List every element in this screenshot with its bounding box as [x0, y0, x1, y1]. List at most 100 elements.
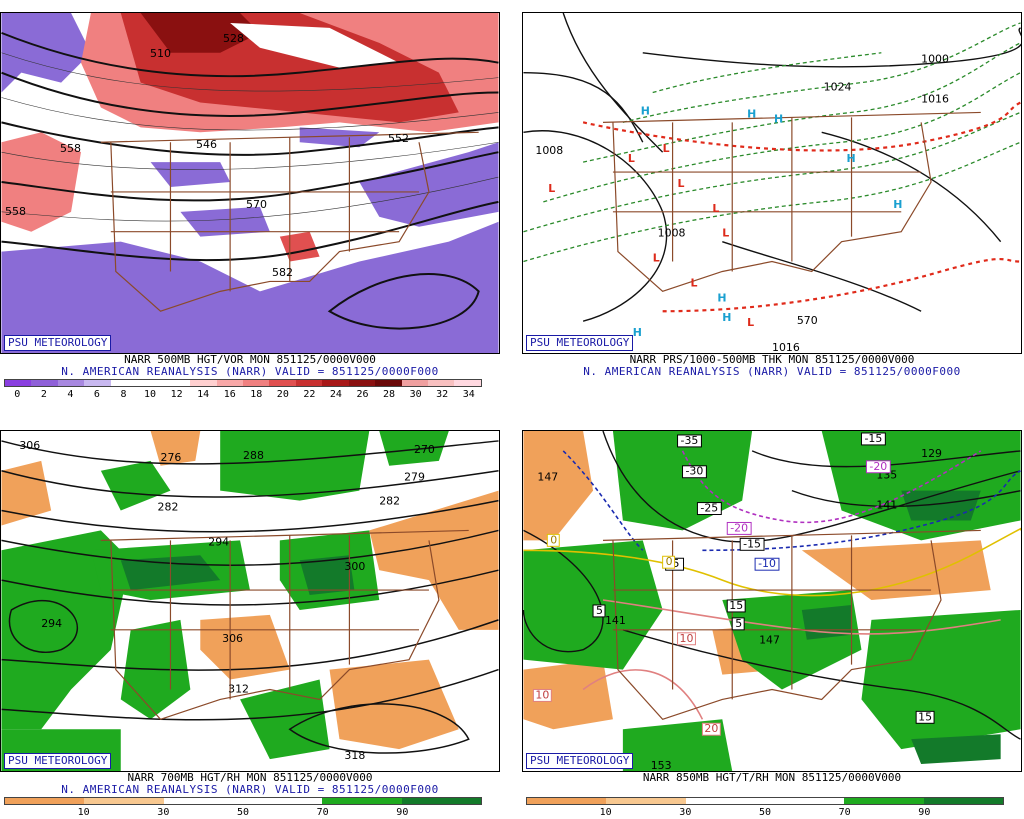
low-pressure-marker: L — [653, 252, 660, 265]
low-pressure-marker: L — [722, 227, 729, 240]
colorbar-tick-label: 32 — [436, 389, 449, 400]
height-label: 270 — [414, 443, 435, 456]
thickness-label: 570 — [797, 314, 818, 327]
pressure-thickness-map-graphic: H H H H H H H H L L L L L L L L L 1008 1… — [523, 13, 1021, 353]
reanalysis-caption: N. AMERICAN REANALYSIS (NARR) VALID = 85… — [583, 365, 961, 378]
isobar-label: 1000 — [921, 53, 949, 66]
isotherm-label: 20 — [701, 722, 721, 736]
isotherm-label: -25 — [696, 502, 722, 516]
colorbar-tick-label: 10 — [599, 807, 612, 818]
colorbar-swatch — [137, 380, 164, 386]
svg-text:-20: -20 — [869, 460, 887, 473]
reanalysis-caption: N. AMERICAN REANALYSIS (NARR) VALID = 85… — [61, 365, 439, 378]
colorbar-swatch — [685, 798, 765, 804]
high-pressure-marker: H — [774, 112, 783, 125]
colorbar-tick-label: 30 — [157, 807, 170, 818]
height-label: 300 — [344, 560, 365, 573]
high-pressure-marker: H — [722, 311, 731, 324]
colorbar-tick-label: 18 — [250, 389, 263, 400]
psu-badge: PSU METEOROLOGY — [526, 335, 634, 351]
height-label: 318 — [344, 749, 365, 762]
colorbar-tick-label: 14 — [197, 389, 210, 400]
colorbar-swatch — [5, 380, 32, 386]
panel-title: NARR 850MB HGT/T/RH MON 851125/0000V000 — [642, 771, 902, 784]
height-label: 279 — [404, 471, 425, 484]
isobar-label: 1016 — [772, 341, 800, 353]
rh700-map: 306 276 288 270 279 282 282 294 300 294 … — [0, 430, 500, 772]
colorbar-swatch — [322, 380, 349, 386]
colorbar-tick-label: 28 — [383, 389, 396, 400]
colorbar-swatch — [190, 380, 217, 386]
colorbar-swatch — [401, 380, 428, 386]
isotherm-label: -15 — [739, 537, 765, 551]
colorbar-swatch — [163, 798, 243, 804]
colorbar-swatch — [242, 798, 323, 804]
colorbar-tick-label: 70 — [316, 807, 329, 818]
psu-badge: PSU METEOROLOGY — [4, 335, 112, 351]
svg-text:15: 15 — [729, 599, 743, 612]
colorbar-tick-label: 30 — [679, 807, 692, 818]
height-label: 306 — [19, 439, 40, 452]
isotherm-label: -20 — [865, 460, 891, 474]
colorbar-swatch — [269, 380, 296, 386]
colorbar-tick-label: 6 — [93, 389, 100, 400]
height-label: 282 — [158, 501, 179, 514]
svg-text:-25: -25 — [700, 502, 718, 515]
colorbar-tick-label: 50 — [236, 807, 250, 818]
svg-text:15: 15 — [918, 710, 932, 723]
height-label: 294 — [208, 535, 229, 548]
svg-text:-20: -20 — [730, 521, 748, 534]
height-label: 129 — [921, 447, 942, 460]
colorbar-tick-label: 20 — [276, 389, 289, 400]
isotherm-label: 10 — [677, 632, 696, 646]
svg-text:-15: -15 — [743, 537, 761, 550]
colorbar-swatch — [163, 380, 191, 386]
rh-colorbar — [526, 797, 1004, 805]
colorbar-tick-label: 0 — [14, 389, 21, 400]
colorbar-tick-label: 10 — [144, 389, 157, 400]
psu-badge: PSU METEOROLOGY — [4, 753, 112, 769]
high-pressure-marker: H — [847, 152, 856, 165]
isotherm-label: 0 — [662, 555, 676, 569]
svg-text:-35: -35 — [681, 434, 699, 447]
colorbar-tick-label: 90 — [396, 807, 409, 818]
vorticity-map: PSU METEOROLOGY — [0, 12, 500, 354]
height-label: 306 — [222, 632, 243, 645]
isotherm-label: 5 — [592, 604, 606, 618]
isotherm-label: 15 — [915, 710, 935, 724]
svg-text:10: 10 — [680, 632, 694, 645]
isobar-label: 1024 — [824, 81, 852, 94]
colorbar-swatch — [322, 798, 402, 804]
rh-colorbar-ticks: 10 30 50 70 90 — [4, 807, 482, 819]
rh-colorbar — [4, 797, 482, 805]
colorbar-tick-label: 90 — [918, 807, 931, 818]
colorbar-swatch — [295, 380, 323, 386]
isotherm-label: -20 — [726, 521, 752, 535]
colorbar-swatch — [454, 380, 481, 386]
colorbar-swatch — [242, 380, 270, 386]
colorbar-swatch — [84, 380, 111, 386]
t850-map-graphic: 147 135 129 141 141 147 153 -35 -30 — [523, 431, 1021, 771]
psu-badge: PSU METEOROLOGY — [526, 753, 634, 769]
svg-text:0: 0 — [666, 555, 673, 568]
svg-text:20: 20 — [704, 722, 718, 735]
colorbar-swatch — [401, 798, 481, 804]
colorbar-tick-label: 8 — [120, 389, 127, 400]
colorbar-tick-label: 12 — [170, 389, 183, 400]
panel-title: NARR PRS/1000-500MB THK MON 851125/0000V… — [629, 353, 915, 366]
high-pressure-marker: H — [893, 198, 902, 211]
colorbar-tick-label: 30 — [409, 389, 422, 400]
isobar-label: 1016 — [921, 92, 949, 105]
colorbar-swatch — [57, 380, 85, 386]
isotherm-label: -10 — [754, 557, 780, 571]
isobar-label: 1008 — [535, 144, 563, 157]
colorbar-swatch — [84, 798, 164, 804]
isotherm-label: 5 — [731, 617, 745, 631]
colorbar-swatch — [348, 380, 376, 386]
panel-pressure-thickness: H H H H H H H H L L L L L L L L L 1008 1… — [522, 0, 1022, 401]
low-pressure-marker: L — [663, 142, 670, 155]
colorbar-tick-label: 34 — [462, 389, 475, 400]
panel-850mb-temp-rh: 147 135 129 141 141 147 153 -35 -30 — [522, 418, 1022, 819]
colorbar-swatch — [527, 798, 607, 804]
isotherm-label: -15 — [860, 432, 886, 446]
